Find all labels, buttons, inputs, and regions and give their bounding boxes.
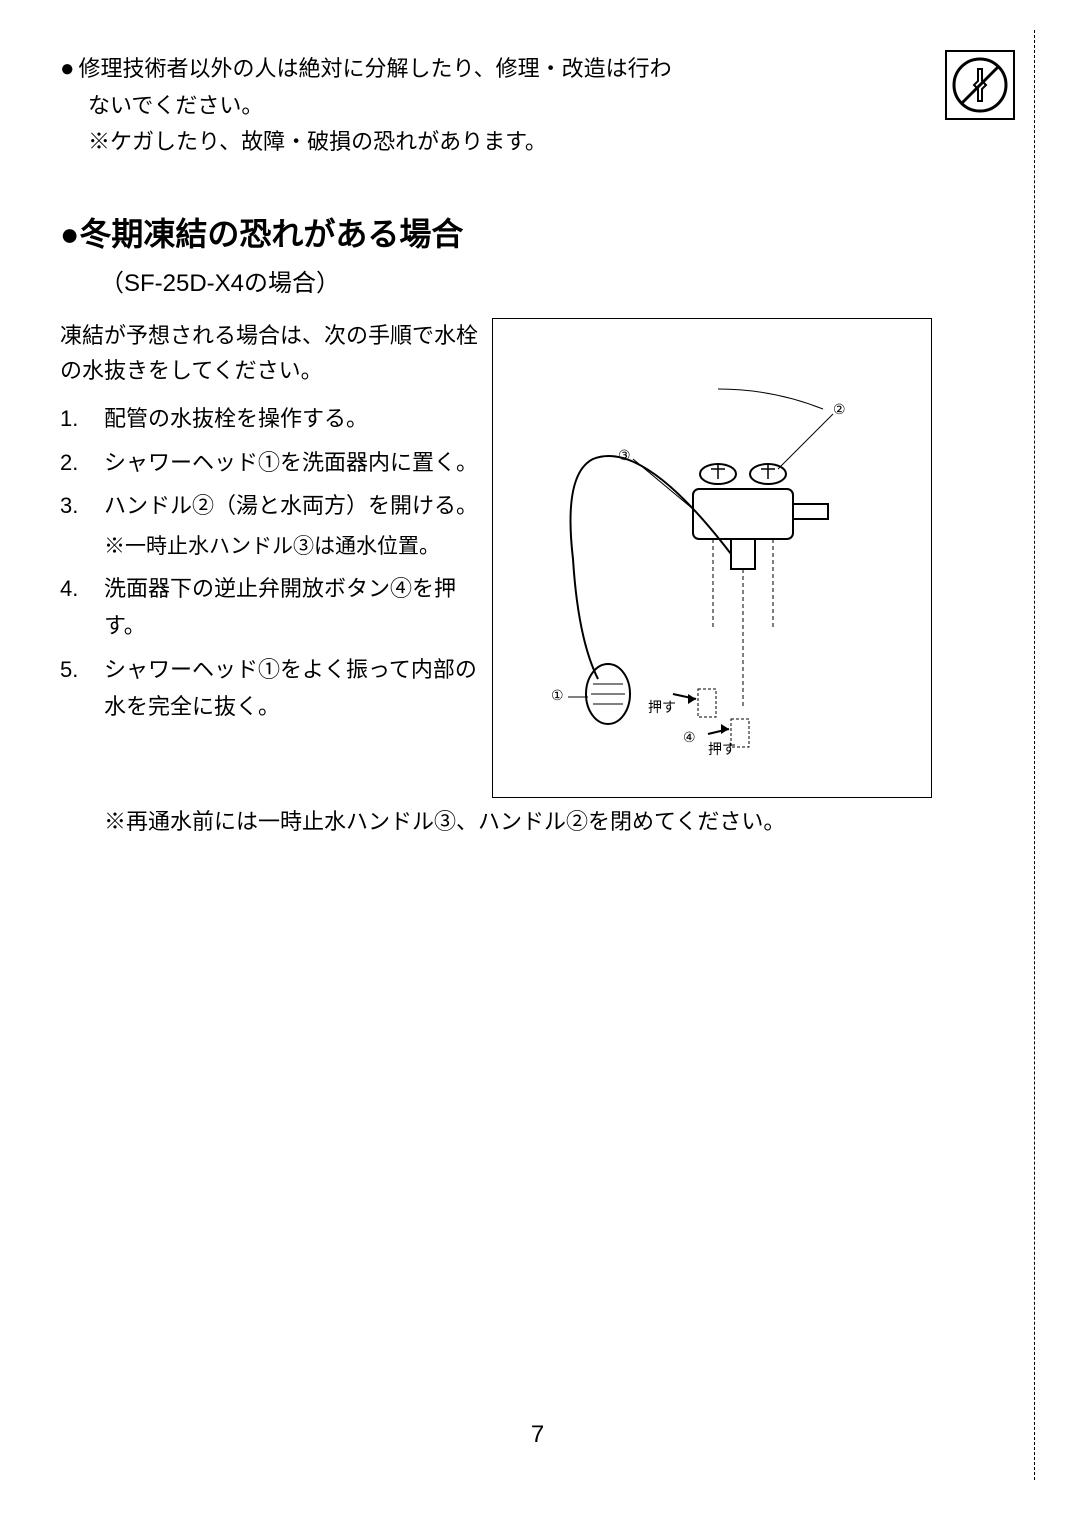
- diagram-push-2: 押す: [708, 739, 736, 759]
- step-3-note-text: ※一時止水ハンドル③は通水位置。: [104, 535, 440, 558]
- diagram-label-4: ④: [683, 729, 696, 746]
- warning-note: ※ケガしたり、故障・破損の恐れがあります。: [88, 124, 925, 159]
- step-2-text: シャワーヘッド①を洗面器内に置く。: [104, 444, 480, 481]
- step-4: 4. 洗面器下の逆止弁開放ボタン④を押す。: [60, 570, 480, 645]
- step-2: 2. シャワーヘッド①を洗面器内に置く。: [60, 444, 480, 481]
- diagram-label-3: ③: [618, 447, 631, 464]
- step-3: 3. ハンドル②（湯と水両方）を開ける。: [60, 487, 480, 524]
- diagram-push-1: 押す: [648, 697, 676, 717]
- diagram-label-1: ①: [551, 687, 564, 704]
- warning-main-line1: ●修理技術者以外の人は絶対に分解したり、修理・改造は行わ: [60, 50, 925, 88]
- no-disassemble-icon: [950, 55, 1010, 115]
- step-1: 1. 配管の水抜栓を操作する。: [60, 400, 480, 437]
- step-4-num: 4.: [60, 570, 104, 645]
- section-title-text: 冬期凍結の恐れがある場合: [79, 216, 463, 252]
- warning-text-container: ●修理技術者以外の人は絶対に分解したり、修理・改造は行わ ないでください。 ※ケ…: [60, 50, 945, 159]
- warning-text-1: 修理技術者以外の人は絶対に分解したり、修理・改造は行わ: [79, 56, 672, 81]
- step-5-text: シャワーヘッド①をよく振って内部の水を完全に抜く。: [104, 651, 480, 726]
- step-5-num: 5.: [60, 651, 104, 726]
- step-3-num: 3.: [60, 487, 104, 524]
- prohibition-icon-box: [945, 50, 1015, 120]
- section-bullet: ●: [60, 216, 79, 252]
- warning-bullet: ●: [60, 55, 75, 82]
- diagram-column: ① ② ③ ④ 押す 押す: [492, 318, 932, 798]
- step-1-text: 配管の水抜栓を操作する。: [104, 400, 480, 437]
- step-3-note-wrapper: ※一時止水ハンドル③は通水位置。: [60, 530, 480, 564]
- step-4-text: 洗面器下の逆止弁開放ボタン④を押す。: [104, 570, 480, 645]
- section-title: ●冬期凍結の恐れがある場合: [60, 209, 1015, 255]
- faucet-diagram-box: ① ② ③ ④ 押す 押す: [492, 318, 932, 798]
- step-3-note: ※一時止水ハンドル③は通水位置。: [104, 530, 480, 564]
- text-column: 凍結が予想される場合は、次の手順で水栓の水抜きをしてください。 1. 配管の水抜…: [60, 318, 480, 732]
- page-number: 7: [531, 1421, 544, 1449]
- step-2-num: 2.: [60, 444, 104, 481]
- step-3-text: ハンドル②（湯と水両方）を開ける。: [104, 487, 480, 524]
- section-subtitle: （SF-25D-X4の場合）: [100, 263, 1015, 298]
- final-note: ※再通水前には一時止水ハンドル③、ハンドル②を閉めてください。: [104, 804, 1015, 839]
- content-wrap: 凍結が予想される場合は、次の手順で水栓の水抜きをしてください。 1. 配管の水抜…: [60, 318, 1015, 798]
- page-right-border: [1033, 30, 1035, 1480]
- step-1-num: 1.: [60, 400, 104, 437]
- intro-text: 凍結が予想される場合は、次の手順で水栓の水抜きをしてください。: [60, 318, 480, 388]
- diagram-label-2: ②: [833, 401, 846, 418]
- warning-main-line2: ないでください。: [88, 88, 925, 123]
- step-5: 5. シャワーヘッド①をよく振って内部の水を完全に抜く。: [60, 651, 480, 726]
- step-list: 1. 配管の水抜栓を操作する。 2. シャワーヘッド①を洗面器内に置く。 3. …: [60, 400, 480, 725]
- faucet-diagram-svg: [493, 319, 933, 799]
- warning-block: ●修理技術者以外の人は絶対に分解したり、修理・改造は行わ ないでください。 ※ケ…: [60, 50, 1015, 159]
